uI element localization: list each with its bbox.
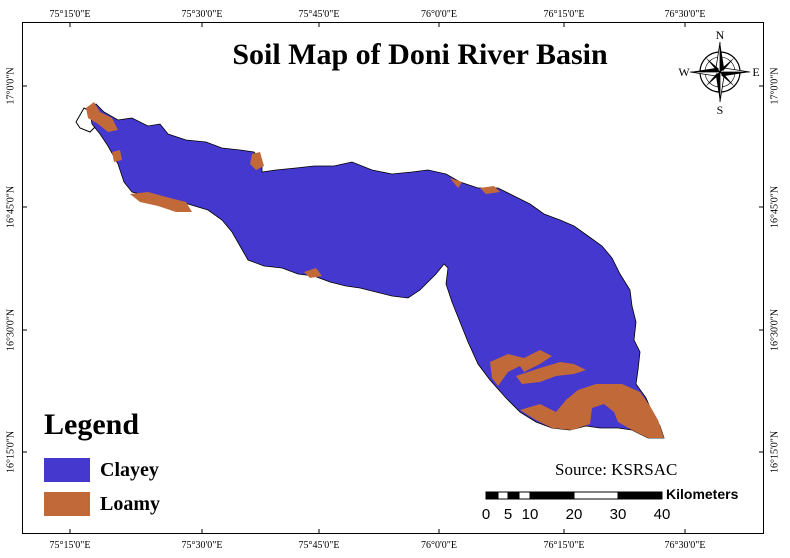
legend-swatch-clayey [44,458,90,482]
graticule-bottom-label: 75°30'0"E [181,540,223,551]
east-label: E [752,65,759,79]
legend-label-clayey: Clayey [100,459,159,481]
scale-label: 10 [521,506,539,523]
graticule-top-label: 76°30'0"E [664,9,706,20]
north-arrow: N S E W [678,28,759,117]
legend-title: Legend [44,408,140,441]
graticule-top-label: 75°15'0"E [49,9,91,20]
graticule-top-label: 75°45'0"E [298,9,340,20]
legend-swatch-loamy [44,492,90,516]
loamy-patch [130,192,192,212]
loamy-patch [520,384,664,438]
graticule-bottom-label: 76°30'0"E [664,540,706,551]
map-title: Soil Map of Doni River Basin [232,38,608,71]
scale-label: 5 [503,506,513,523]
loamy-patch [304,268,322,278]
scale-label: 30 [609,506,627,523]
graticule-bottom-label: 75°45'0"E [298,540,340,551]
scale-unit-label: Kilometers [666,486,739,502]
north-label: N [716,28,725,42]
loamy-soil-patches [86,102,664,438]
legend-label-loamy: Loamy [100,493,160,515]
clayey-soil-region [89,103,665,439]
source-credit: Source: KSRSAC [555,460,678,479]
loamy-patch [490,350,552,386]
map-frame [22,22,764,534]
loamy-patch [450,178,462,188]
south-label: S [717,103,724,117]
loamy-patch [480,186,500,194]
graticule-bottom-label: 76°15'0"E [543,540,585,551]
scale-label: 40 [653,506,671,523]
loamy-patch [516,362,586,384]
loamy-patch [112,150,122,162]
graticule-bottom-label: 75°15'0"E [49,540,91,551]
graticule-ticks [22,22,764,534]
scale-bar [485,491,663,500]
loamy-patch [250,152,264,170]
graticule-top-label: 75°30'0"E [181,9,223,20]
scale-label: 0 [481,506,491,523]
loamy-patch [86,102,118,132]
graticule-top-label: 76°15'0"E [543,9,585,20]
graticule-bottom-label: 76°0'0"E [421,540,457,551]
scale-label: 20 [565,506,583,523]
west-label: W [678,65,690,79]
graticule-top-label: 76°0'0"E [421,9,457,20]
